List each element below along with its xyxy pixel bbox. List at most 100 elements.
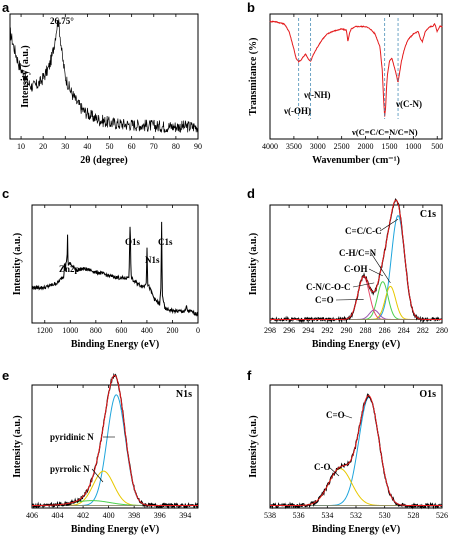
plot-area-a <box>9 19 199 134</box>
x-tick-label-e: 396 <box>154 511 166 520</box>
chart-title-f: O1s <box>419 389 436 400</box>
panel-letter-e: e <box>2 368 9 383</box>
x-tick-label-e: 404 <box>52 511 64 520</box>
x-tick-label-d: 282 <box>417 326 429 335</box>
leader-line-d-3 <box>352 282 375 288</box>
fit-peak-e-0 <box>32 394 198 507</box>
annotation-c-0: Zn2p <box>59 264 80 274</box>
plot-area-e <box>31 372 199 510</box>
x-tick-label-d: 290 <box>340 326 352 335</box>
panel-letter-a: a <box>2 0 10 15</box>
x-tick-label-f: 532 <box>350 511 362 520</box>
series-line-c <box>31 221 199 317</box>
leader-line-d-2 <box>368 268 383 277</box>
fit-envelope-d <box>270 199 442 320</box>
x-tick-label-d: 298 <box>264 326 276 335</box>
x-tick-label-d: 296 <box>283 326 295 335</box>
x-tick-label-a: 80 <box>172 142 180 151</box>
chart-title-e: N1s <box>176 389 192 400</box>
plot-area-f <box>269 392 443 510</box>
x-tick-label-b: 1500 <box>381 142 397 151</box>
x-tick-label-a: 20 <box>39 142 47 151</box>
annotation-d-3: C-N/C-O-C <box>306 282 351 292</box>
leader-line-f-0 <box>342 414 353 419</box>
annotation-d-0: C=C/C-C <box>345 226 382 236</box>
x-tick-label-f: 526 <box>436 511 448 520</box>
x-tick-label-c: 1200 <box>37 326 53 335</box>
plot-frame-e <box>31 384 199 509</box>
x-tick-label-f: 530 <box>379 511 391 520</box>
x-tick-label-c: 600 <box>115 326 127 335</box>
plot-area-c <box>31 221 199 317</box>
annotation-a-0: 26.75° <box>50 16 74 26</box>
panel-letter-d: d <box>247 186 255 201</box>
leader-line-d-0 <box>379 218 399 232</box>
x-tick-label-a: 70 <box>150 142 158 151</box>
x-axis-label-f: Binding Energy (eV) <box>312 524 400 535</box>
x-tick-label-e: 398 <box>128 511 140 520</box>
y-axis-label-f: Intensity (a.u.) <box>248 415 259 478</box>
x-tick-label-f: 538 <box>264 511 276 520</box>
y-axis-label-b: Transmitance (%) <box>248 38 259 116</box>
x-tick-label-a: 10 <box>17 142 25 151</box>
x-tick-label-f: 536 <box>293 511 305 520</box>
x-tick-label-c: 0 <box>196 326 200 335</box>
x-tick-label-c: 1000 <box>62 326 78 335</box>
leader-line-f-1 <box>328 466 340 477</box>
plot-frame-d <box>269 204 443 324</box>
x-tick-label-c: 400 <box>141 326 153 335</box>
panel-letter-c: c <box>2 186 9 201</box>
x-tick-label-e: 406 <box>26 511 38 520</box>
series-line-b <box>269 20 443 117</box>
y-axis-label-e: Intensity (a.u.) <box>12 415 23 478</box>
annotation-c-3: C1s <box>158 237 173 247</box>
x-tick-label-b: 3500 <box>286 142 302 151</box>
fit-envelope-e <box>32 374 198 507</box>
y-axis-label-c: Intensity (a.u.) <box>12 233 23 296</box>
x-tick-label-a: 40 <box>83 142 91 151</box>
x-tick-label-f: 528 <box>407 511 419 520</box>
annotation-d-1: C-H/C=N <box>339 248 377 258</box>
annotation-d-2: C-OH <box>344 264 368 274</box>
x-tick-label-d: 286 <box>379 326 391 335</box>
x-tick-label-d: 288 <box>360 326 372 335</box>
x-tick-label-e: 400 <box>103 511 115 520</box>
x-tick-label-e: 402 <box>77 511 89 520</box>
x-tick-label-b: 2000 <box>358 142 374 151</box>
x-axis-label-d: Binding Energy (eV) <box>312 339 400 350</box>
x-tick-label-b: 3000 <box>310 142 326 151</box>
series-line-a <box>9 19 199 134</box>
fit-peak-e-1 <box>32 470 198 507</box>
annotation-b-2: ν(C=C/C=N/C=N) <box>351 127 418 137</box>
fit-peak-f-0 <box>270 396 442 507</box>
x-tick-label-b: 4000 <box>262 142 278 151</box>
panel-letter-f: f <box>247 368 252 383</box>
annotation-c-1: O1s <box>125 237 141 247</box>
x-axis-label-b: Wavenumber (cm⁻¹) <box>312 155 400 166</box>
x-tick-label-c: 800 <box>90 326 102 335</box>
annotation-f-1: C-O <box>314 462 331 472</box>
x-tick-label-d: 292 <box>321 326 333 335</box>
x-tick-label-e: 394 <box>179 511 191 520</box>
x-tick-label-b: 1000 <box>405 142 421 151</box>
leader-line-d-1 <box>370 252 391 284</box>
plot-area-b <box>269 20 443 117</box>
plot-frame-c <box>31 204 199 324</box>
panel-letter-b: b <box>247 0 255 15</box>
annotation-e-0: pyridinic N <box>50 432 94 442</box>
x-tick-label-a: 50 <box>106 142 114 151</box>
annotation-b-3: ν(C-N) <box>395 99 422 109</box>
y-axis-label-d: Intensity (a.u.) <box>248 233 259 296</box>
plot-frame-a <box>9 13 199 140</box>
annotation-b-0: ν(-OH) <box>283 106 311 116</box>
x-tick-label-b: 2500 <box>334 142 350 151</box>
plot-area-d <box>269 198 443 324</box>
chart-title-d: C1s <box>420 209 436 220</box>
x-axis-label-e: Binding Energy (eV) <box>71 524 159 535</box>
x-tick-label-a: 30 <box>61 142 69 151</box>
annotation-e-1: pyrrolic N <box>50 464 90 474</box>
x-axis-label-a: 2θ (degree) <box>80 155 128 166</box>
fit-peak-d-4 <box>270 276 442 320</box>
x-tick-label-a: 60 <box>128 142 136 151</box>
